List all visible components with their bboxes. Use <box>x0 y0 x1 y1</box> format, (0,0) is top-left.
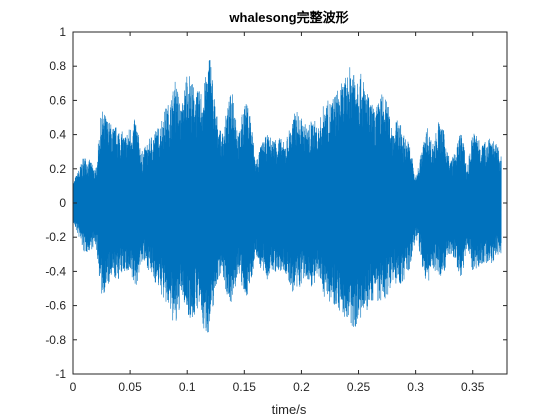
x-tick-label: 0.35 <box>461 380 485 394</box>
y-tick-label: 0 <box>59 196 66 210</box>
y-tick-label: -0.8 <box>45 333 66 347</box>
y-tick-label: 1 <box>59 25 66 39</box>
axes-box <box>72 31 508 375</box>
y-tick-label: 0.8 <box>49 59 66 73</box>
y-tick-label: -0.4 <box>45 264 66 278</box>
y-tick-label: -1 <box>55 367 66 381</box>
x-tick-label: 0.15 <box>233 380 257 394</box>
x-tick-label: 0.05 <box>118 380 142 394</box>
x-tick-label: 0 <box>70 380 77 394</box>
axis-ticks: 0 0.05 0.1 0.15 0.2 0.25 0.3 0.35 -1 -0.8 -0.6 -0.4… <box>45 25 507 394</box>
chart-title: whalesong完整波形 <box>228 10 348 25</box>
waveform-series <box>72 60 502 333</box>
y-tick-label: -0.2 <box>45 230 66 244</box>
y-tick-label: 0.2 <box>49 162 66 176</box>
y-tick-label: 0.4 <box>49 128 66 142</box>
y-tick-label: -0.6 <box>45 299 66 313</box>
y-tick-label: 0.6 <box>49 93 66 107</box>
x-tick-label: 0.3 <box>407 380 424 394</box>
x-tick-label: 0.2 <box>293 380 310 394</box>
x-axis-label: time/s <box>272 402 307 417</box>
x-tick-label: 0.1 <box>179 380 196 394</box>
x-tick-label: 0.25 <box>347 380 371 394</box>
waveform-line <box>72 60 502 333</box>
